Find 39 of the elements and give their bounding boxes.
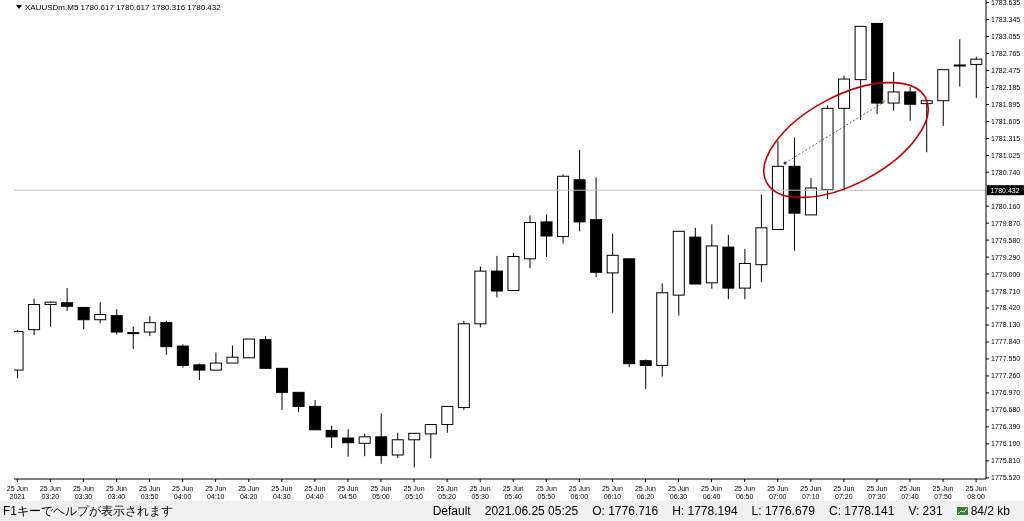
candlestick [292, 391, 305, 413]
candlestick [127, 326, 140, 350]
candlestick [77, 306, 90, 330]
candlestick [970, 56, 983, 99]
text: F1キーでヘルプが表示されます [3, 503, 174, 520]
candlestick [44, 301, 57, 328]
candlestick [61, 287, 74, 312]
candlestick [110, 308, 123, 335]
candlestick [276, 367, 289, 411]
candlestick [342, 428, 355, 458]
candlestick [606, 233, 619, 314]
candlestick [441, 405, 454, 434]
candlestick [209, 352, 222, 371]
text: C: 1778.141 [828, 503, 895, 520]
text: O: 1776.716 [592, 503, 659, 520]
candlestick [176, 343, 189, 369]
candlestick [540, 213, 553, 258]
candlestick [408, 432, 421, 468]
candlestick [375, 412, 388, 465]
candlestick [490, 255, 503, 298]
candlestick [904, 86, 917, 122]
text: L: 1776.679 [751, 503, 815, 520]
candlestick [143, 315, 156, 337]
candlestick [309, 399, 322, 431]
text: Default [432, 503, 471, 520]
chart-title: XAUUSDm,M5 1780.617 1780.617 1780.316 1780.432 [25, 3, 222, 12]
text: V: 231 [908, 503, 943, 520]
candlestick [94, 301, 107, 324]
candlestick [358, 433, 371, 457]
text: 2021.06.25 05:25 [484, 503, 579, 520]
text: H: 1778.194 [672, 503, 738, 520]
candlestick [325, 425, 338, 449]
candlestick [391, 432, 404, 459]
candlestick [242, 338, 255, 359]
candlestick [920, 100, 933, 153]
text: 84/2 kb [970, 503, 1010, 520]
candlestick [424, 424, 437, 459]
candlestick [953, 38, 966, 88]
candlestick [639, 359, 652, 390]
